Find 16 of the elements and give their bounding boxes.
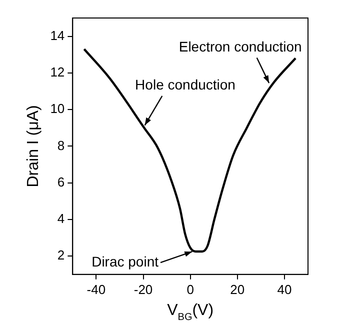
x-tick-label: 40	[277, 282, 292, 297]
y-tick-label: 4	[57, 211, 65, 226]
y-tick-label: 2	[57, 248, 65, 263]
y-tick-label: 14	[50, 28, 65, 43]
y-tick-label: 10	[50, 101, 65, 116]
y-axis-title: Drain I (μA)	[25, 105, 42, 188]
annotation: Dirac point	[92, 253, 159, 270]
annotation: Electron conduction	[178, 38, 302, 55]
y-tick-label: 6	[57, 174, 65, 190]
x-tick-label: 20	[230, 282, 245, 297]
y-tick-label: 8	[57, 138, 65, 153]
x-tick-label: 0	[186, 282, 194, 297]
annotation: Hole conduction	[135, 76, 236, 93]
y-tick-label: 12	[50, 64, 65, 80]
x-tick-label: -40	[86, 282, 106, 297]
x-tick-label: -20	[134, 282, 153, 297]
